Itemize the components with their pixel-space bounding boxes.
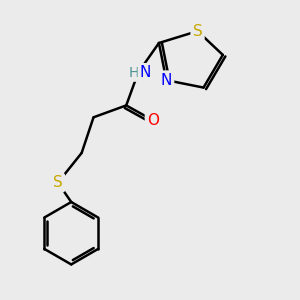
Text: N: N xyxy=(140,65,151,80)
Text: H: H xyxy=(128,66,139,80)
Text: S: S xyxy=(53,175,63,190)
Text: S: S xyxy=(193,24,202,39)
Text: O: O xyxy=(147,113,159,128)
Text: N: N xyxy=(161,73,172,88)
